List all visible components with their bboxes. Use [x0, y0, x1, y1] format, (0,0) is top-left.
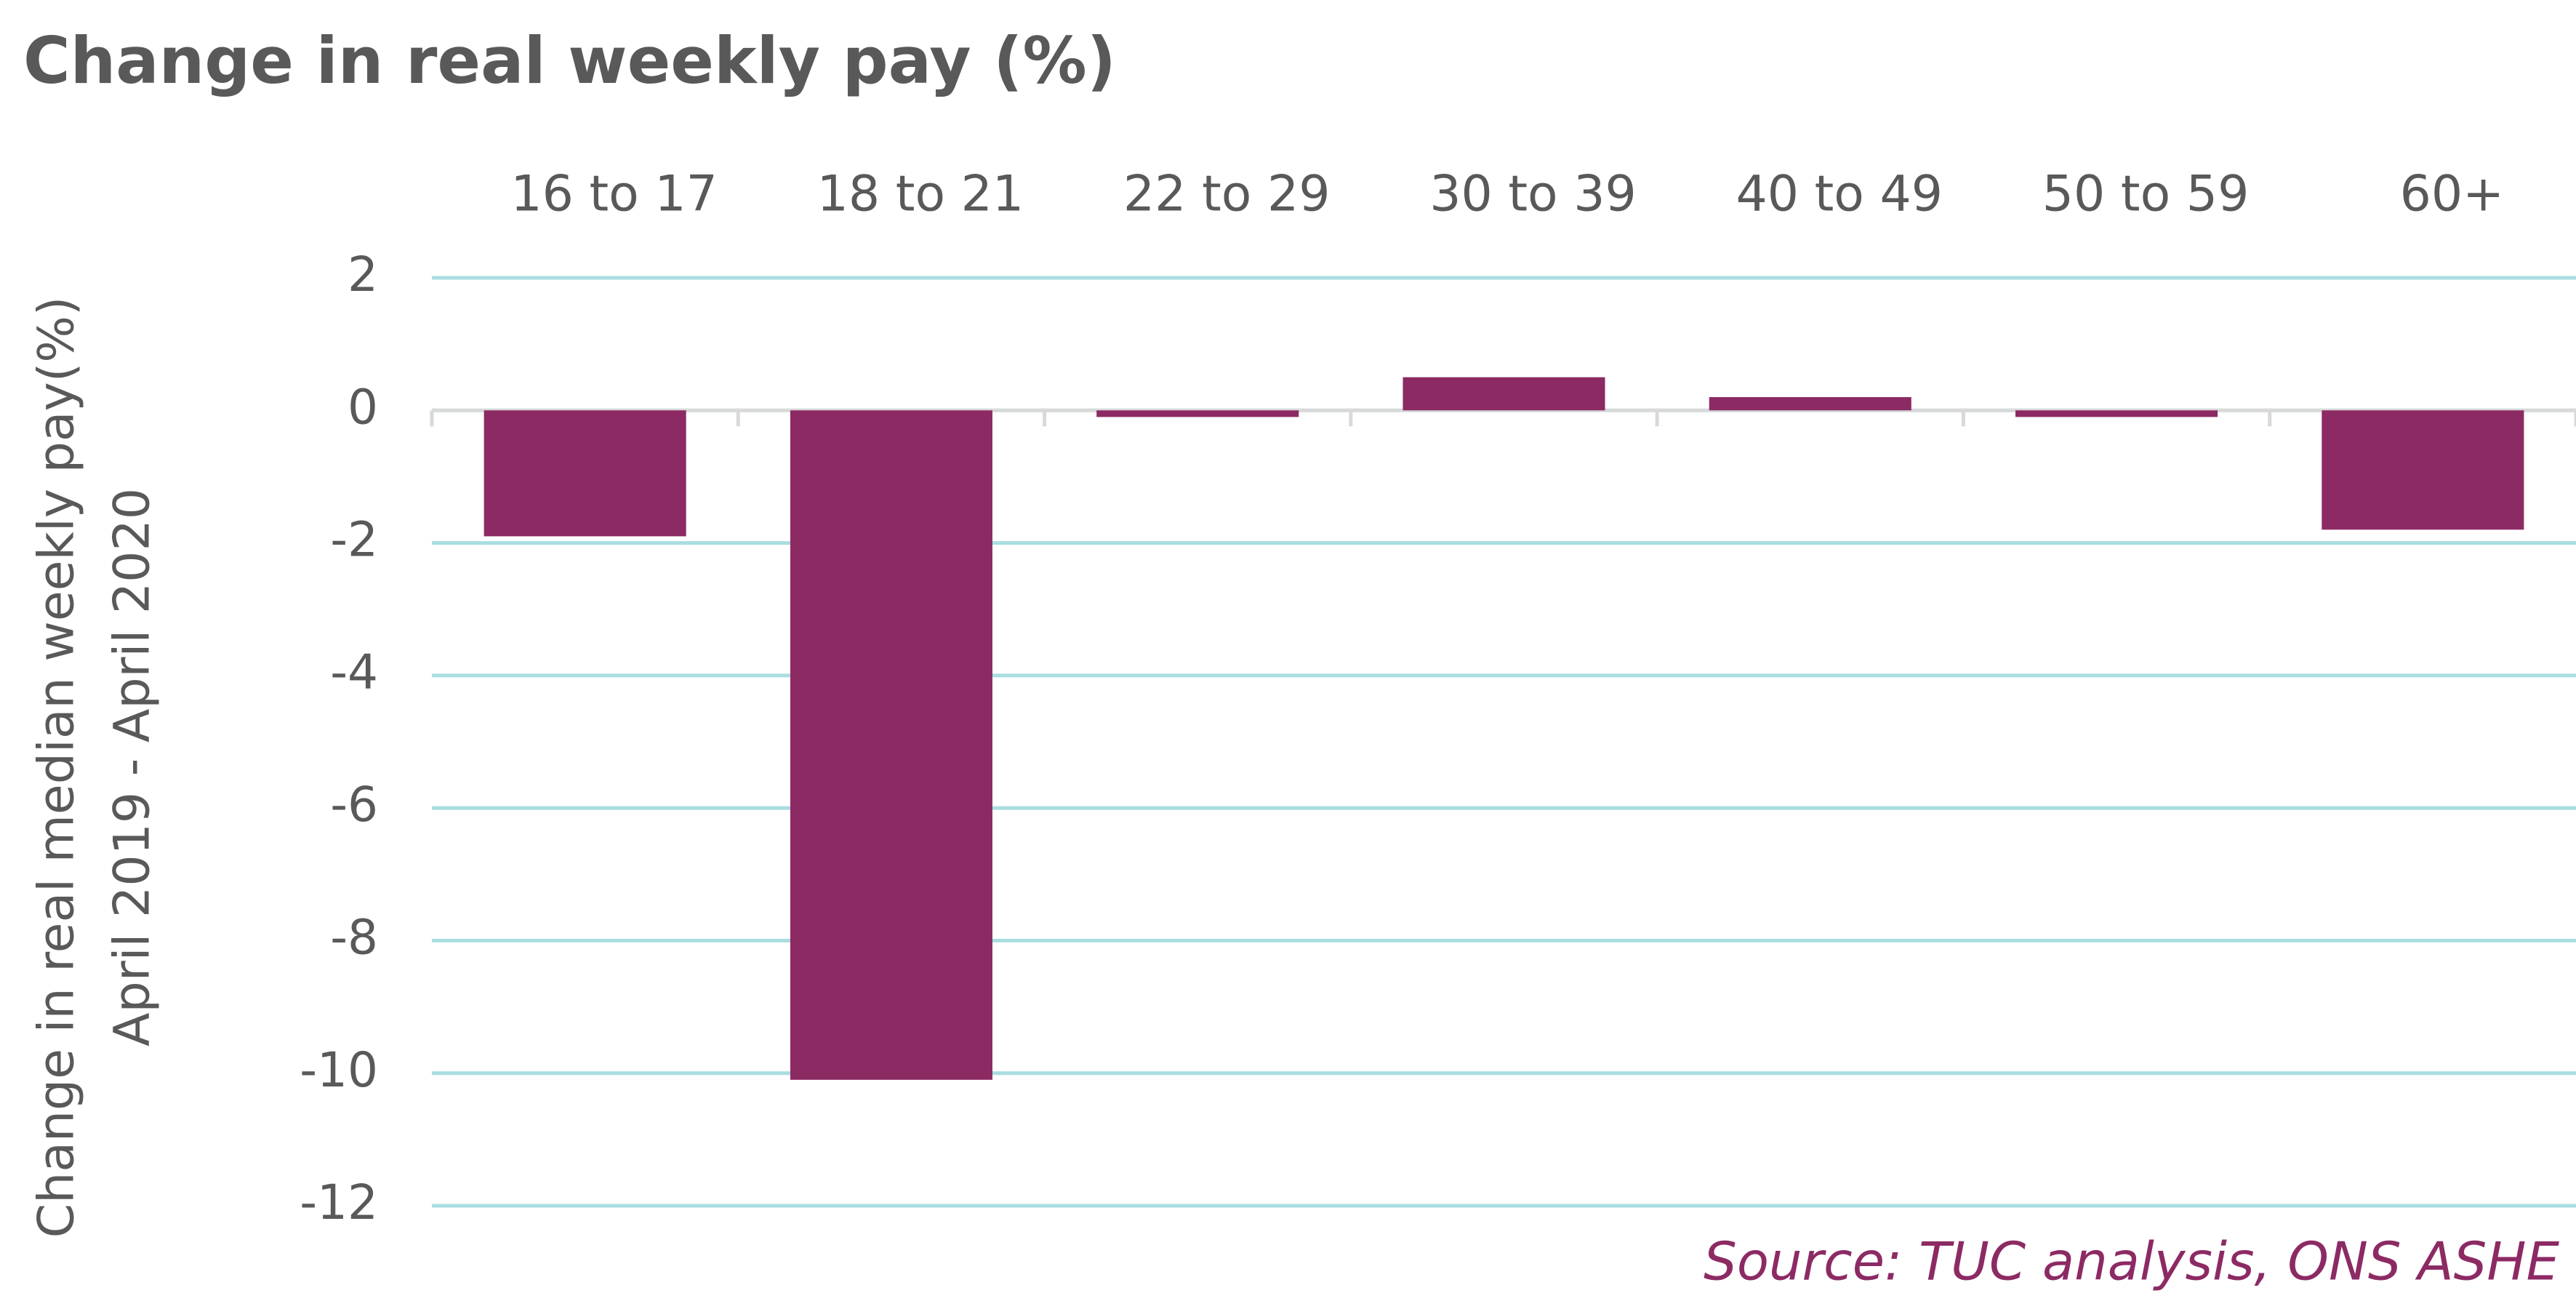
- bar: [2322, 410, 2524, 530]
- x-tick-label: 60+: [2400, 166, 2505, 223]
- y-tick-label: 2: [348, 247, 378, 303]
- y-tick-label: -2: [330, 512, 378, 568]
- y-tick-label: -10: [300, 1042, 378, 1098]
- y-axis-title-line: Change in real median weekly pay(%): [28, 297, 86, 1238]
- x-tick-label: 16 to 17: [510, 166, 718, 223]
- bar: [1096, 410, 1299, 417]
- bar: [1709, 397, 1911, 411]
- y-tick-label: -6: [330, 777, 378, 833]
- x-tick-label: 18 to 21: [817, 166, 1024, 223]
- y-tick-label: 0: [348, 379, 378, 435]
- y-tick-label: -4: [330, 644, 378, 700]
- chart-title: Change in real weekly pay (%): [23, 23, 1116, 98]
- y-tick-label: -12: [300, 1174, 378, 1230]
- x-tick-label: 50 to 59: [2042, 166, 2250, 223]
- bar: [1403, 377, 1605, 411]
- y-axis-title-line: April 2019 - April 2020: [104, 488, 161, 1046]
- x-tick-label: 22 to 29: [1123, 166, 1331, 223]
- x-tick-label: 40 to 49: [1736, 166, 1943, 223]
- x-tick-label: 30 to 39: [1429, 166, 1637, 223]
- y-axis-title: Change in real median weekly pay(%) Apri…: [28, 297, 161, 1238]
- bar: [483, 410, 686, 537]
- source-note: Source: TUC analysis, ONS ASHE: [1704, 1231, 2559, 1292]
- bar: [790, 410, 992, 1080]
- y-tick-label: -8: [330, 909, 378, 965]
- bar: [2015, 410, 2218, 417]
